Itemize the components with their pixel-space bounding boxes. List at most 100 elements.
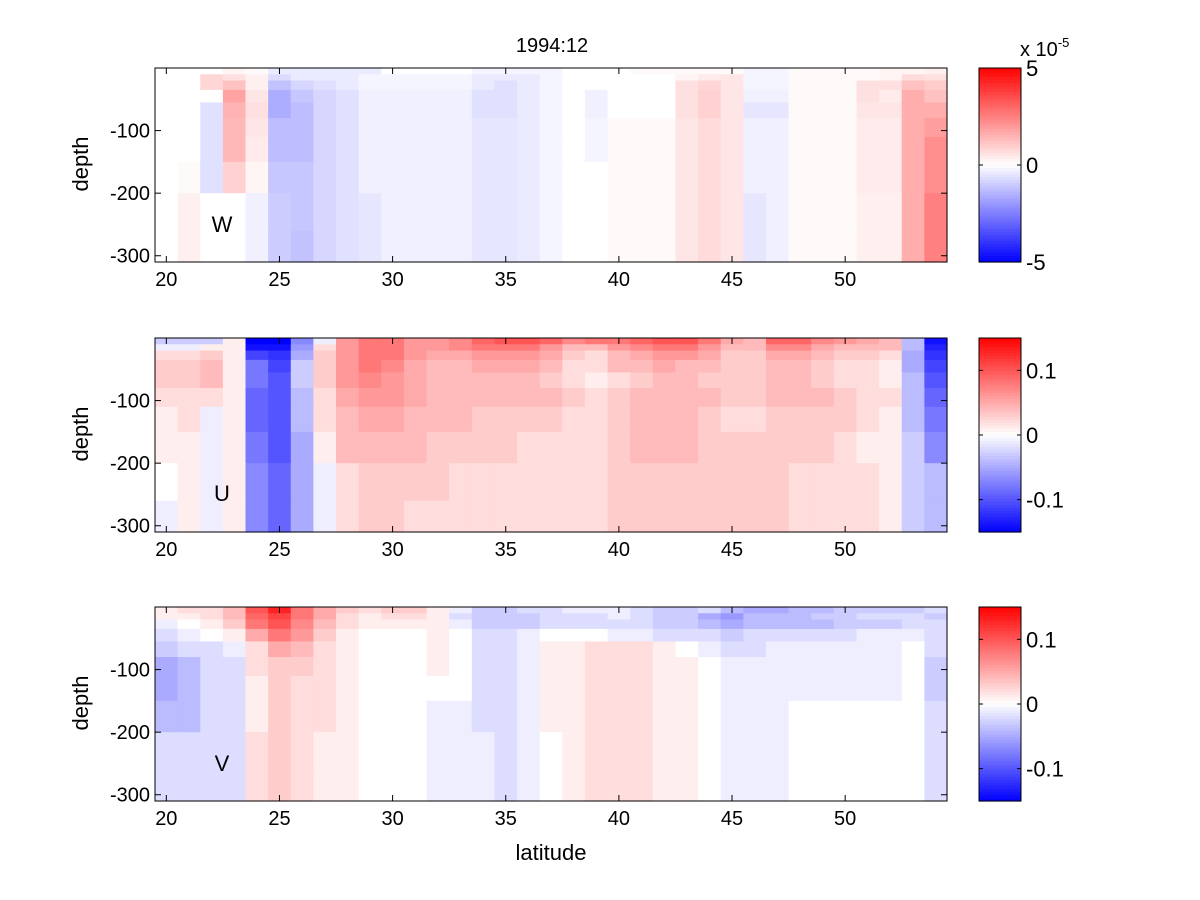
heatmap-cell bbox=[720, 619, 744, 630]
y-tick-label: -300 bbox=[110, 246, 150, 268]
heatmap-cell bbox=[607, 89, 631, 104]
heatmap-cell bbox=[268, 641, 292, 658]
colorbar-segment bbox=[979, 101, 1021, 105]
heatmap-cell bbox=[313, 193, 337, 232]
heatmap-cell bbox=[494, 769, 518, 802]
axes-frame-w bbox=[154, 67, 948, 263]
heatmap-cell bbox=[630, 230, 654, 263]
heatmap-cell bbox=[517, 500, 541, 533]
colorbar-segment bbox=[979, 228, 1021, 233]
heatmap-cell bbox=[743, 74, 767, 82]
colorbar-segment bbox=[979, 725, 1021, 729]
heatmap-cell bbox=[833, 406, 858, 433]
heatmap-cell bbox=[517, 161, 541, 194]
heatmap-cell bbox=[403, 350, 428, 361]
heatmap-cell bbox=[494, 350, 518, 361]
heatmap-cell bbox=[652, 89, 677, 104]
heatmap-cell bbox=[426, 350, 450, 361]
heatmap-cell bbox=[381, 388, 405, 408]
heatmap-cell bbox=[290, 68, 314, 75]
heatmap-cell bbox=[652, 500, 677, 533]
heatmap-cell bbox=[562, 136, 586, 163]
heatmap-cell bbox=[426, 118, 450, 138]
heatmap-cell bbox=[901, 500, 925, 533]
colorbar-segment bbox=[979, 371, 1021, 375]
heatmap-cell bbox=[879, 372, 903, 389]
heatmap-cell bbox=[313, 89, 337, 104]
heatmap-cell bbox=[811, 118, 835, 138]
colorbar-segment bbox=[979, 761, 1021, 766]
heatmap-cell bbox=[924, 102, 948, 119]
heatmap-cell bbox=[539, 372, 563, 389]
heatmap-cell bbox=[517, 607, 541, 614]
heatmap-cell bbox=[517, 359, 541, 374]
colorbar-segment bbox=[979, 634, 1021, 638]
colorbar-segment bbox=[979, 770, 1021, 775]
heatmap-cell bbox=[720, 89, 744, 104]
heatmap-cell bbox=[720, 641, 744, 658]
heatmap-cell bbox=[675, 359, 699, 374]
heatmap-cell bbox=[449, 338, 473, 345]
colorbar-segment bbox=[979, 174, 1021, 178]
heatmap-cell bbox=[313, 102, 337, 119]
heatmap-cell bbox=[381, 372, 405, 389]
heatmap-cell bbox=[879, 68, 903, 75]
heatmap-cell bbox=[517, 641, 541, 658]
heatmap-cell bbox=[155, 732, 179, 771]
heatmap-cell bbox=[313, 619, 337, 630]
heatmap-cell bbox=[539, 628, 563, 643]
heatmap-cell bbox=[290, 619, 314, 630]
colorbar-segment bbox=[979, 152, 1021, 157]
heatmap-cell bbox=[426, 68, 450, 75]
colorbar-segment bbox=[979, 791, 1021, 796]
heatmap-cell bbox=[358, 372, 382, 389]
heatmap-cell bbox=[743, 89, 767, 104]
heatmap-cell bbox=[494, 500, 518, 533]
heatmap-cell bbox=[539, 102, 563, 119]
colorbar-segment bbox=[979, 685, 1021, 690]
heatmap-cell bbox=[652, 350, 677, 361]
heatmap-cell bbox=[449, 193, 473, 232]
colorbar-segment bbox=[979, 165, 1021, 169]
colorbar-segment bbox=[979, 189, 1021, 193]
heatmap-cell bbox=[449, 700, 473, 733]
heatmap-cell bbox=[426, 136, 450, 163]
y-tick-label: -100 bbox=[110, 660, 150, 682]
heatmap-cell bbox=[630, 359, 654, 374]
heatmap-cell bbox=[765, 230, 790, 263]
heatmap-cell bbox=[245, 619, 269, 630]
heatmap-cell bbox=[675, 74, 699, 82]
heatmap-cell bbox=[675, 769, 699, 802]
heatmap-cell bbox=[449, 388, 473, 408]
colorbar-segment bbox=[979, 655, 1021, 660]
heatmap-cell bbox=[630, 675, 654, 702]
panel-u: U depth 20 25 30 35 40 45 50 -100 -200 -300 0.1 0 -0… bbox=[68, 337, 1064, 561]
heatmap-cell bbox=[155, 80, 179, 91]
colorbar-segment bbox=[979, 737, 1021, 741]
heatmap-cell bbox=[403, 74, 428, 82]
heatmap-cell bbox=[811, 89, 835, 104]
colorbar-segment bbox=[979, 243, 1021, 248]
heatmap-cell bbox=[426, 80, 450, 91]
xlabel: latitude bbox=[516, 840, 587, 865]
colorbar-segment bbox=[979, 688, 1021, 693]
heatmap-cell bbox=[200, 619, 224, 630]
heatmap-cell bbox=[924, 675, 948, 702]
heatmap-cell bbox=[856, 463, 880, 502]
heatmap-cell bbox=[426, 406, 450, 433]
heatmap-cell bbox=[788, 68, 812, 75]
heatmap-cell bbox=[630, 406, 654, 433]
heatmap-cell bbox=[494, 641, 518, 658]
heatmap-cell bbox=[494, 619, 518, 630]
heatmap-cell bbox=[811, 500, 835, 533]
heatmap-cell bbox=[698, 338, 722, 345]
heatmap-cell bbox=[403, 89, 428, 104]
heatmap-cell bbox=[562, 388, 586, 408]
heatmap-cell bbox=[471, 161, 496, 194]
heatmap-cell bbox=[879, 102, 903, 119]
heatmap-cell bbox=[924, 161, 948, 194]
heatmap-cell bbox=[155, 463, 179, 502]
heatmap-cell bbox=[471, 89, 496, 104]
heatmap-cell bbox=[245, 350, 269, 361]
heatmap-cell bbox=[449, 431, 473, 464]
